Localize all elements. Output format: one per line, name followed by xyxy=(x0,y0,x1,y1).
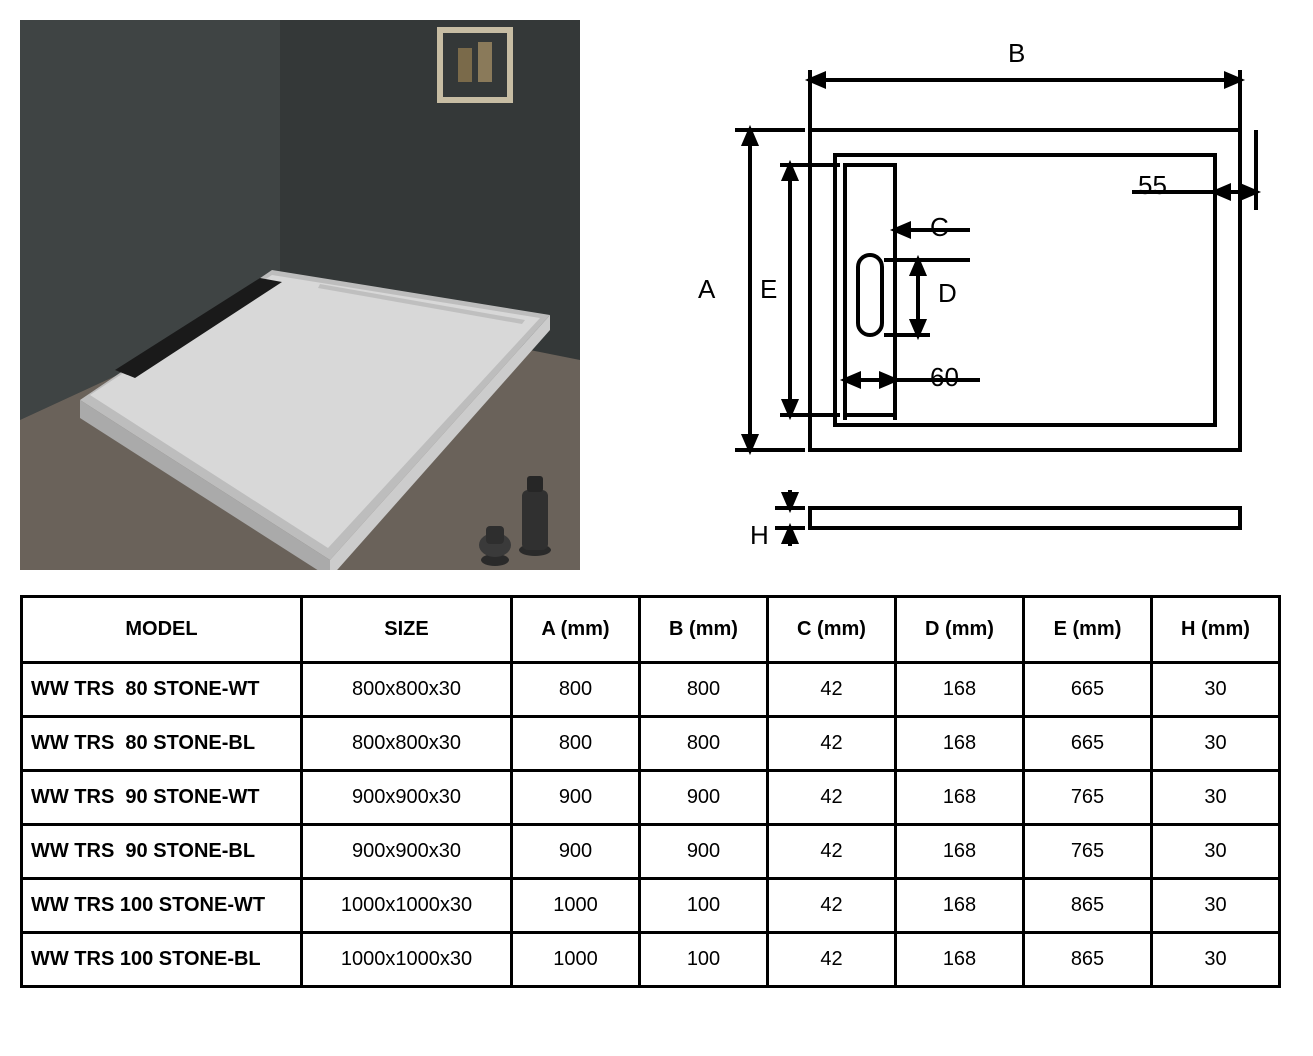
cell-b: 800 xyxy=(640,663,768,717)
cell-c: 42 xyxy=(768,771,896,825)
cell-c: 42 xyxy=(768,933,896,987)
dim-label-d: D xyxy=(938,278,957,309)
cell-size: 1000x1000x30 xyxy=(302,933,512,987)
cell-b: 900 xyxy=(640,771,768,825)
cell-h: 30 xyxy=(1152,771,1280,825)
dim-label-e: E xyxy=(760,274,777,305)
cell-size: 800x800x30 xyxy=(302,717,512,771)
cell-model: WW TRS 90 STONE-BL xyxy=(22,825,302,879)
cell-h: 30 xyxy=(1152,825,1280,879)
table-body: WW TRS 80 STONE-WT 800x800x30 800 800 42… xyxy=(22,663,1280,987)
cell-h: 30 xyxy=(1152,879,1280,933)
cell-model: WW TRS 90 STONE-WT xyxy=(22,771,302,825)
dim-label-55: 55 xyxy=(1138,170,1167,201)
cell-e: 865 xyxy=(1024,879,1152,933)
cell-d: 168 xyxy=(896,717,1024,771)
cell-a: 800 xyxy=(512,663,640,717)
dim-label-60: 60 xyxy=(930,362,959,393)
diagram-svg xyxy=(640,20,1280,580)
cell-size: 900x900x30 xyxy=(302,825,512,879)
table-row: WW TRS 100 STONE-BL 1000x1000x30 1000 10… xyxy=(22,933,1280,987)
cell-d: 168 xyxy=(896,825,1024,879)
header-a: A (mm) xyxy=(512,597,640,663)
cell-a: 1000 xyxy=(512,879,640,933)
cell-h: 30 xyxy=(1152,717,1280,771)
product-photo xyxy=(20,20,580,570)
cell-h: 30 xyxy=(1152,663,1280,717)
table-row: WW TRS 100 STONE-WT 1000x1000x30 1000 10… xyxy=(22,879,1280,933)
cell-size: 800x800x30 xyxy=(302,663,512,717)
header-size: SIZE xyxy=(302,597,512,663)
cell-e: 665 xyxy=(1024,663,1152,717)
cell-c: 42 xyxy=(768,825,896,879)
cell-d: 168 xyxy=(896,933,1024,987)
cell-a: 1000 xyxy=(512,933,640,987)
dim-label-h: H xyxy=(750,520,769,551)
table-row: WW TRS 90 STONE-WT 900x900x30 900 900 42… xyxy=(22,771,1280,825)
cell-size: 1000x1000x30 xyxy=(302,879,512,933)
technical-diagram: B A E C D 55 60 H xyxy=(640,20,1293,585)
cell-a: 900 xyxy=(512,771,640,825)
cell-b: 800 xyxy=(640,717,768,771)
table-row: WW TRS 80 STONE-BL 800x800x30 800 800 42… xyxy=(22,717,1280,771)
cell-e: 765 xyxy=(1024,825,1152,879)
product-photo-svg xyxy=(20,20,580,570)
cell-e: 665 xyxy=(1024,717,1152,771)
table-row: WW TRS 80 STONE-WT 800x800x30 800 800 42… xyxy=(22,663,1280,717)
header-d: D (mm) xyxy=(896,597,1024,663)
dim-label-a: A xyxy=(698,274,715,305)
table-row: WW TRS 90 STONE-BL 900x900x30 900 900 42… xyxy=(22,825,1280,879)
dim-label-b: B xyxy=(1008,38,1025,69)
cell-c: 42 xyxy=(768,717,896,771)
cell-size: 900x900x30 xyxy=(302,771,512,825)
cell-b: 100 xyxy=(640,879,768,933)
header-h: H (mm) xyxy=(1152,597,1280,663)
cell-c: 42 xyxy=(768,879,896,933)
table-header-row: MODEL SIZE A (mm) B (mm) C (mm) D (mm) E… xyxy=(22,597,1280,663)
dim-label-c: C xyxy=(930,212,949,243)
cell-model: WW TRS 80 STONE-WT xyxy=(22,663,302,717)
cell-d: 168 xyxy=(896,879,1024,933)
cell-b: 900 xyxy=(640,825,768,879)
cell-model: WW TRS 100 STONE-WT xyxy=(22,879,302,933)
header-c: C (mm) xyxy=(768,597,896,663)
cell-e: 765 xyxy=(1024,771,1152,825)
cell-model: WW TRS 100 STONE-BL xyxy=(22,933,302,987)
top-row: B A E C D 55 60 H xyxy=(20,20,1293,585)
cell-d: 168 xyxy=(896,663,1024,717)
header-model: MODEL xyxy=(22,597,302,663)
cell-model: WW TRS 80 STONE-BL xyxy=(22,717,302,771)
cell-a: 800 xyxy=(512,717,640,771)
header-e: E (mm) xyxy=(1024,597,1152,663)
header-b: B (mm) xyxy=(640,597,768,663)
cell-a: 900 xyxy=(512,825,640,879)
cell-c: 42 xyxy=(768,663,896,717)
spec-table: MODEL SIZE A (mm) B (mm) C (mm) D (mm) E… xyxy=(20,595,1281,988)
cell-b: 100 xyxy=(640,933,768,987)
cell-d: 168 xyxy=(896,771,1024,825)
cell-e: 865 xyxy=(1024,933,1152,987)
cell-h: 30 xyxy=(1152,933,1280,987)
